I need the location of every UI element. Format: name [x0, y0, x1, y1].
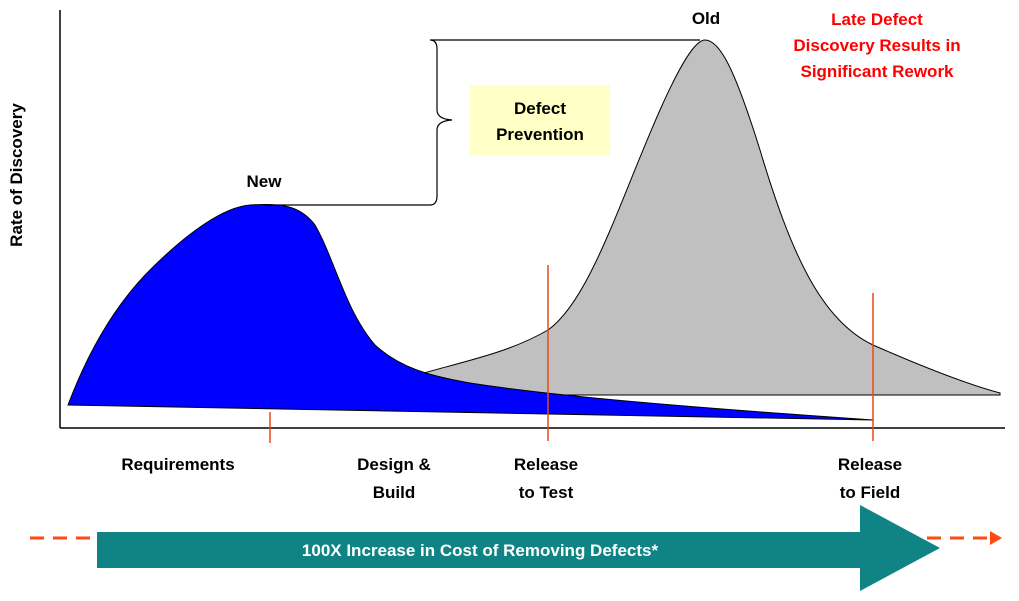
prevention-line: Defect — [514, 99, 566, 118]
late-note-line: Late Defect — [831, 10, 923, 29]
phase-label: to Test — [519, 483, 574, 502]
axis-label: Rate of Discovery — [7, 103, 26, 247]
bracket — [265, 39, 700, 206]
cost-arrow — [97, 505, 940, 591]
late-note-line: Discovery Results in — [793, 36, 960, 55]
phase-label: Release — [514, 455, 578, 474]
prevention-text: Defect Prevention — [496, 99, 584, 144]
old-label: Old — [692, 9, 720, 28]
new-label: New — [247, 172, 283, 191]
new-curve — [67, 203, 874, 421]
late-note: Late Defect Discovery Results in Significa… — [793, 10, 960, 81]
phase-labels: Requirements Design & Build Release to Test R… — [121, 455, 902, 502]
phase-label: Design & — [357, 455, 431, 474]
phase-label: to Field — [840, 483, 900, 502]
phase-label: Build — [373, 483, 416, 502]
old-curve — [419, 39, 1001, 396]
time-arrowhead — [990, 531, 1002, 545]
phase-label: Requirements — [121, 455, 234, 474]
prevention-line: Prevention — [496, 125, 584, 144]
prevention-box — [470, 85, 610, 155]
late-note-line: Significant Rework — [800, 62, 954, 81]
cost-arrow-label: 100X Increase in Cost of Removing Defect… — [302, 541, 659, 560]
phase-label: Release — [838, 455, 902, 474]
